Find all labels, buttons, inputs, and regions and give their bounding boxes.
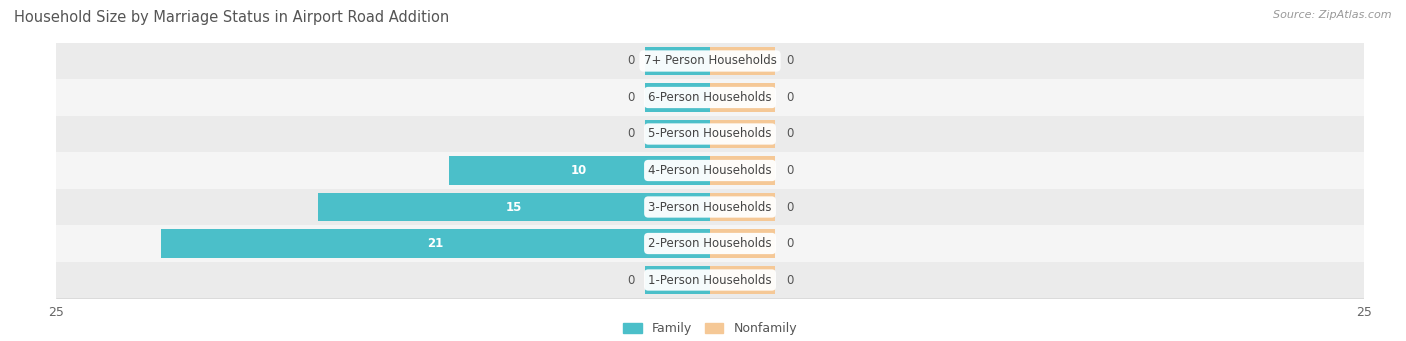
Bar [644,83,710,112]
Text: 2-Person Households: 2-Person Households [648,237,772,250]
Bar [644,120,710,148]
Bar [449,156,710,185]
Text: 15: 15 [506,201,522,213]
Text: 0: 0 [786,273,793,286]
Bar [710,193,776,221]
Bar [710,156,776,185]
Text: 7+ Person Households: 7+ Person Households [644,55,776,68]
Bar [56,225,1364,262]
Bar [644,47,710,75]
Bar [644,266,710,294]
Text: 0: 0 [786,128,793,140]
Bar [56,152,1364,189]
Bar [710,229,776,258]
Bar [710,120,776,148]
Text: 0: 0 [627,273,634,286]
Text: 3-Person Households: 3-Person Households [648,201,772,213]
Text: 0: 0 [627,55,634,68]
Bar [56,262,1364,298]
Text: 1-Person Households: 1-Person Households [648,273,772,286]
Bar [56,116,1364,152]
Bar [710,47,776,75]
Text: 0: 0 [627,128,634,140]
Text: Source: ZipAtlas.com: Source: ZipAtlas.com [1274,10,1392,20]
Text: 10: 10 [571,164,588,177]
Legend: Family, Nonfamily: Family, Nonfamily [619,317,801,340]
Text: 0: 0 [786,164,793,177]
Text: 0: 0 [786,237,793,250]
Text: 0: 0 [786,91,793,104]
Bar [56,189,1364,225]
Text: 21: 21 [427,237,443,250]
Bar [56,79,1364,116]
Text: 0: 0 [786,201,793,213]
Text: 0: 0 [627,91,634,104]
Bar [160,229,710,258]
Bar [56,43,1364,79]
Text: 0: 0 [786,55,793,68]
Bar [710,266,776,294]
Bar [318,193,710,221]
Bar [710,83,776,112]
Text: 6-Person Households: 6-Person Households [648,91,772,104]
Text: 5-Person Households: 5-Person Households [648,128,772,140]
Text: 4-Person Households: 4-Person Households [648,164,772,177]
Text: Household Size by Marriage Status in Airport Road Addition: Household Size by Marriage Status in Air… [14,10,450,25]
